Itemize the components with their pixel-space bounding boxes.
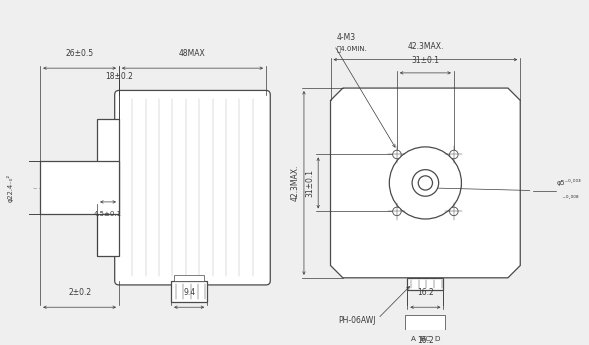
Text: 42.3MAX.: 42.3MAX. [290, 165, 299, 201]
Text: 9.4: 9.4 [183, 288, 195, 297]
Text: 31±0.1: 31±0.1 [305, 169, 315, 197]
Text: 26±0.5: 26±0.5 [65, 49, 94, 58]
Bar [174, 275, 204, 281]
Bar [97, 119, 119, 256]
Text: 48MAX: 48MAX [179, 49, 206, 58]
FancyBboxPatch shape [115, 90, 270, 285]
Text: 42.3MAX.: 42.3MAX. [407, 42, 444, 51]
Text: φ22.4₋₀²: φ22.4₋₀² [0, 174, 1, 202]
Bar [40, 161, 119, 214]
Bar [405, 315, 445, 345]
Text: A  BC  D: A BC D [411, 336, 440, 342]
Text: φ22.4₋₀²: φ22.4₋₀² [6, 174, 14, 202]
Text: φ5⁻⁰⋅⁰⁰³: φ5⁻⁰⋅⁰⁰³ [556, 179, 581, 186]
Text: 4.5±0.1: 4.5±0.1 [94, 211, 122, 217]
Circle shape [412, 170, 439, 196]
Circle shape [389, 147, 461, 219]
Text: 4-M3: 4-M3 [336, 33, 355, 42]
Circle shape [418, 176, 432, 190]
Polygon shape [330, 88, 520, 278]
Text: 16.2: 16.2 [417, 336, 434, 345]
Bar [408, 278, 444, 290]
Circle shape [393, 207, 401, 216]
Circle shape [449, 150, 458, 159]
Text: PH-06AWJ: PH-06AWJ [338, 316, 376, 325]
Circle shape [393, 150, 401, 159]
Circle shape [449, 207, 458, 216]
Text: 深4.0MIN.: 深4.0MIN. [336, 46, 367, 52]
Text: 123456: 123456 [413, 323, 438, 329]
Text: ⁻⁰⋅⁰⁰⁸: ⁻⁰⋅⁰⁰⁸ [556, 196, 579, 202]
Bar [171, 281, 207, 302]
Text: 31±0.1: 31±0.1 [411, 56, 439, 65]
Text: 2±0.2: 2±0.2 [68, 288, 91, 297]
Text: 16.2: 16.2 [417, 288, 434, 297]
Text: 18±0.2: 18±0.2 [105, 72, 133, 81]
